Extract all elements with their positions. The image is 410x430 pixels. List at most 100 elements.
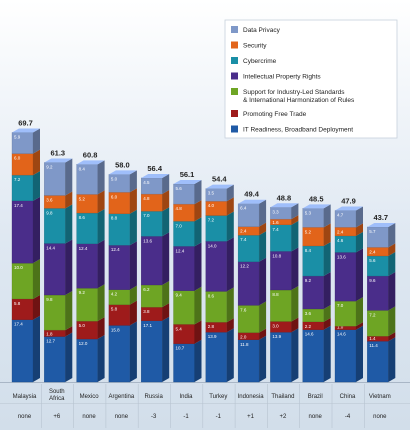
- bar-segment-side: [356, 223, 363, 236]
- segment-value-label: 12.2: [240, 264, 249, 269]
- legend-box: [224, 19, 398, 139]
- bar-segment: [302, 329, 324, 383]
- bar-segment-side: [194, 200, 202, 222]
- category-label: Thailand: [271, 394, 294, 400]
- segment-value-label: 13.9: [208, 334, 217, 339]
- bar-segment-side: [356, 248, 363, 302]
- segment-value-label: 11.4: [369, 343, 378, 348]
- bar-segment-side: [129, 300, 137, 326]
- segment-value-label: 5.0: [79, 323, 86, 328]
- bar-segment-side: [323, 223, 331, 246]
- rank-change-label: none: [309, 414, 323, 420]
- segment-value-label: 4.8: [176, 206, 183, 211]
- segment-value-label: 9.2: [305, 278, 312, 283]
- segment-value-label: 5.2: [79, 196, 86, 201]
- segment-value-label: 5.6: [369, 258, 376, 263]
- bar-top-face: [44, 158, 73, 163]
- segment-value-label: 8.8: [272, 292, 279, 297]
- bar-top-face: [108, 170, 137, 175]
- bar-segment-side: [323, 204, 331, 228]
- segment-value-label: 14.4: [46, 245, 55, 250]
- bar-top-face: [173, 180, 202, 185]
- bar-total-label: 49.4: [244, 190, 259, 199]
- bar-segment-side: [162, 173, 170, 195]
- category-label: China: [340, 394, 356, 400]
- bar-segment-side: [97, 160, 105, 195]
- bar-segment-side: [259, 328, 267, 340]
- bar-segment-side: [162, 316, 170, 382]
- bar-top-face: [335, 206, 363, 211]
- bar-segment-side: [388, 251, 396, 277]
- segment-value-label: 8.4: [79, 166, 86, 171]
- segment-value-label: 2.2: [305, 324, 312, 329]
- bar-segment-side: [194, 339, 202, 382]
- bar-segment-side: [194, 242, 202, 291]
- legend-entry-label: Security: [243, 43, 267, 50]
- segment-value-label: 8.6: [208, 293, 215, 298]
- segment-value-label: 10.7: [176, 346, 185, 351]
- bar-segment-side: [226, 211, 234, 242]
- segment-value-label: 14.6: [337, 332, 346, 337]
- rank-change-label: none: [18, 414, 32, 420]
- segment-value-label: 6.0: [111, 194, 118, 199]
- rank-change-label: +1: [247, 414, 255, 420]
- bar-segment-side: [129, 321, 137, 382]
- segment-value-label: 12.7: [46, 339, 55, 344]
- category-label: Turkey: [209, 394, 227, 400]
- bar-segment-side: [33, 196, 40, 264]
- rank-change-label: +6: [53, 414, 61, 420]
- segment-value-label: 2.4: [240, 229, 247, 234]
- bar-segment: [11, 319, 34, 383]
- segment-value-label: 3.8: [143, 309, 150, 314]
- bar-segment-side: [356, 231, 363, 253]
- segment-value-label: 9.8: [46, 210, 53, 215]
- bar-segment-side: [226, 328, 234, 382]
- rank-change-label: none: [82, 414, 96, 420]
- segment-value-label: 13.9: [272, 334, 281, 339]
- segment-value-label: 2.0: [240, 335, 247, 340]
- rank-change-label: -1: [216, 414, 222, 420]
- segment-value-label: 4.7: [337, 213, 344, 218]
- bar-segment-side: [97, 335, 105, 382]
- bar-total-label: 54.4: [212, 175, 227, 184]
- segment-value-label: 1.8: [46, 332, 53, 337]
- bar-segment-side: [291, 317, 299, 333]
- bar-total-label: 69.7: [18, 118, 33, 127]
- bar-segment-side: [291, 215, 299, 225]
- bar-segment-side: [226, 287, 234, 323]
- bar-segment-side: [356, 325, 363, 382]
- bar-segment-side: [259, 301, 267, 333]
- bar-segment-side: [259, 257, 267, 306]
- legend-swatch: [231, 57, 238, 64]
- bar-total-label: 48.5: [309, 194, 324, 203]
- bar-segment-side: [323, 304, 331, 322]
- legend-entry-label: Intellectual Property Rights: [243, 74, 321, 81]
- legend-swatch: [231, 110, 238, 117]
- bar-segment-side: [259, 231, 267, 262]
- bar-segment-side: [97, 209, 105, 244]
- segment-value-label: 14.6: [305, 332, 314, 337]
- bar-segment-side: [323, 325, 331, 382]
- bar-segment-side: [291, 328, 299, 382]
- bar-segment-side: [259, 222, 267, 236]
- segment-value-label: 4.8: [143, 196, 150, 201]
- segment-value-label: 4.0: [208, 203, 215, 208]
- segment-value-label: 7.2: [14, 177, 21, 182]
- segment-value-label: 3.0: [272, 323, 279, 328]
- bar-top-face: [302, 204, 331, 209]
- bar-total-label: 43.7: [373, 213, 388, 222]
- bar-segment-side: [291, 220, 299, 252]
- bar-segment: [108, 325, 131, 383]
- bar-segment-side: [291, 247, 299, 290]
- category-label: Vietnam: [369, 394, 391, 400]
- segment-value-label: 3.5: [208, 191, 215, 196]
- segment-value-label: 5.9: [14, 134, 21, 139]
- segment-value-label: 7.0: [337, 303, 344, 308]
- bar-segment-side: [356, 322, 363, 330]
- category-label: Malaysia: [13, 394, 37, 400]
- segment-value-label: 9.8: [46, 297, 53, 302]
- bar-segment-side: [291, 203, 299, 220]
- segment-value-label: 7.0: [143, 213, 150, 218]
- segment-value-label: 13.6: [143, 238, 152, 243]
